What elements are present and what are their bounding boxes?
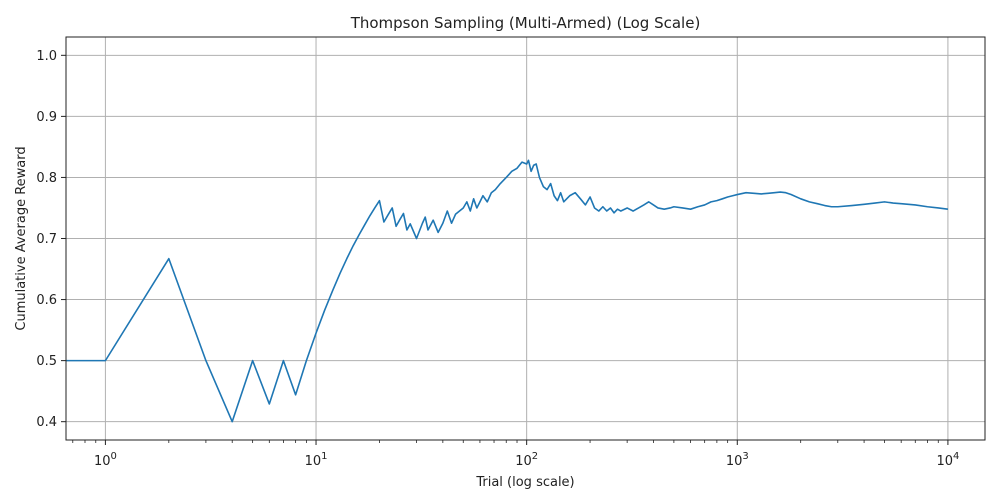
x-tick-label: 103 — [726, 451, 749, 469]
y-tick-label: 0.5 — [36, 354, 57, 369]
y-tick-label: 0.7 — [36, 232, 57, 247]
series-layer — [66, 159, 949, 423]
series-line — [66, 159, 949, 423]
x-tick-label: 102 — [515, 451, 538, 469]
y-tick-label: 0.8 — [36, 171, 57, 186]
x-tick-label: 101 — [305, 451, 328, 469]
x-tick-exponent: 0 — [110, 451, 116, 462]
grid-lines — [66, 37, 985, 440]
x-tick-exponent: 3 — [742, 451, 748, 462]
x-tick-exponent: 2 — [532, 451, 538, 462]
y-tick-label: 1.0 — [36, 49, 57, 64]
x-tick-exponent: 1 — [321, 451, 327, 462]
plot-frame — [65, 36, 986, 441]
y-axis-label: Cumulative Average Reward — [14, 146, 29, 330]
x-axis-label: Trial (log scale) — [475, 475, 574, 490]
x-tick-label: 100 — [94, 451, 117, 469]
x-tick-label: 104 — [936, 451, 959, 469]
y-tick-label: 0.4 — [36, 415, 57, 430]
chart-title: Thompson Sampling (Multi-Armed) (Log Sca… — [350, 14, 701, 32]
y-tick-label: 0.9 — [36, 110, 57, 125]
y-tick-label: 0.6 — [36, 293, 57, 308]
x-tick-exponent: 4 — [953, 451, 959, 462]
